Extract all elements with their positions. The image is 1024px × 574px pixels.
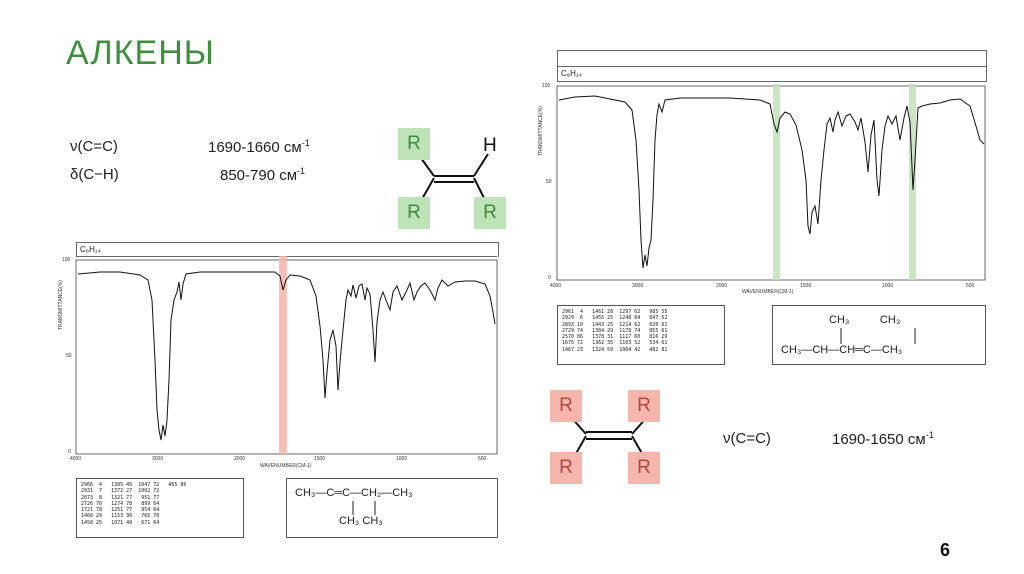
y-tick-label: 0: [68, 449, 71, 455]
substituent-r-box: R: [398, 197, 430, 229]
assignment-mode-2: δ(C−H): [70, 166, 119, 183]
peak-table: 2966 4 1385 45 1047 72 465 86 2931 7 137…: [81, 482, 187, 526]
structure-formula: CH₃—C═C—CH₂—CH₃: [295, 487, 413, 499]
structure-box: CH₃—C═C—CH₂—CH₃ CH₃ CH₃: [286, 478, 498, 538]
spectrum-formula: C₈H₁₄: [561, 69, 582, 78]
x-tick-label: 2000: [234, 456, 246, 462]
spectrum-formula-box: [557, 66, 987, 82]
y-tick-label: 0: [548, 275, 551, 281]
x-axis-label: WAVENUMBER(CM-1): [742, 289, 794, 295]
substituent-r-box: R: [474, 197, 506, 229]
structure-branch-bonds: [352, 501, 376, 515]
substituent-r-box: R: [628, 452, 660, 484]
x-tick-label: 1500: [314, 456, 326, 462]
x-tick-label: 1000: [396, 456, 408, 462]
peak-table-box: 2961 4 1461 28 1297 62 985 55 2929 6 145…: [557, 305, 725, 365]
substituent-r-box: R: [398, 128, 430, 160]
x-tick-label: 2000: [716, 283, 728, 289]
y-axis-label: TRANSMITTANCE(%): [538, 106, 544, 156]
x-tick-label: 4000: [70, 456, 82, 462]
slide-title: АЛКЕНЫ: [66, 34, 215, 72]
structure-branch-bonds: [840, 328, 916, 344]
spectrum-header-box: [557, 50, 987, 67]
y-tick-label: 50: [66, 353, 72, 359]
page-number: 6: [939, 540, 950, 560]
x-tick-label: 1500: [800, 283, 812, 289]
structure-formula: CH₃—CH—CH═C—CH₃: [781, 344, 903, 356]
assignment-range-2: 850-790 см-1: [220, 166, 306, 184]
substituent-r-box: R: [550, 452, 582, 484]
x-tick-label: 4000: [550, 283, 562, 289]
assignment-mode-3: ν(C=C): [723, 430, 771, 447]
y-tick-label: 100: [62, 257, 71, 263]
substituent-r-box: R: [628, 390, 660, 422]
x-tick-label: 3000: [152, 456, 164, 462]
peak-table-box: 2966 4 1385 45 1047 72 465 86 2931 7 137…: [76, 478, 244, 538]
structure-formula-substituents: CH₃ CH₃: [829, 314, 901, 326]
peak-table: 2961 4 1461 28 1297 62 985 55 2929 6 145…: [562, 309, 668, 353]
structure-box: CH₃ CH₃ CH₃—CH—CH═C—CH₃: [772, 305, 986, 365]
spectrum-formula: C₈H₁₄: [80, 245, 101, 254]
assignment-range-1: 1690-1660 см-1: [208, 138, 310, 156]
x-tick-label: 1000: [882, 283, 894, 289]
y-tick-label: 100: [542, 83, 551, 89]
hydrogen-atom: H: [483, 135, 497, 156]
assignment-range-3: 1690-1650 см-1: [832, 430, 934, 448]
substituent-r-box: R: [550, 390, 582, 422]
x-tick-label: 500: [478, 456, 487, 462]
x-axis-label: WAVENUMBER(CM-1): [260, 463, 312, 469]
structure-formula-substituents: CH₃ CH₃: [339, 515, 383, 527]
y-tick-label: 50: [546, 179, 552, 185]
x-tick-label: 3000: [632, 283, 644, 289]
x-tick-label: 500: [966, 283, 975, 289]
assignment-mode-1: ν(C=C): [70, 138, 118, 155]
spectrum-header-box: [76, 242, 499, 257]
